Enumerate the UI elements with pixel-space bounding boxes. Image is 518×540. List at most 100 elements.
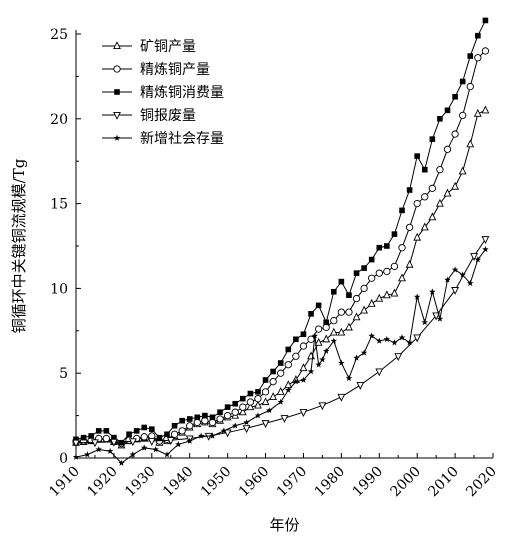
data-point (246, 398, 255, 406)
data-point (481, 236, 490, 245)
data-point (231, 422, 239, 429)
data-point (152, 446, 159, 453)
y-tick-label: 5 (59, 366, 68, 382)
x-axis-label: 年份 (269, 516, 299, 534)
data-point (266, 407, 273, 414)
data-point (242, 425, 251, 434)
data-point (452, 93, 458, 100)
data-point (390, 262, 399, 271)
data-point (95, 428, 102, 434)
legend-item: 矿铜产量 (102, 39, 196, 55)
data-point (80, 434, 87, 441)
data-point (141, 424, 148, 431)
data-point (470, 253, 478, 261)
data-point (220, 427, 228, 434)
data-point (467, 53, 474, 59)
x-tick-label: 1920 (84, 464, 121, 501)
data-point (323, 319, 329, 326)
legend-marker (113, 65, 121, 73)
data-point (444, 276, 451, 283)
data-point (346, 292, 352, 298)
data-point (360, 349, 368, 356)
data-point (375, 368, 384, 377)
data-point (277, 360, 284, 366)
data-point (300, 376, 307, 383)
y-tick-label: 20 (50, 112, 68, 128)
data-point (481, 105, 490, 114)
data-point (421, 318, 428, 326)
data-point (368, 274, 376, 282)
data-point (103, 428, 110, 434)
data-point (399, 207, 405, 214)
data-point (175, 441, 182, 448)
data-point (429, 136, 436, 142)
data-point (280, 415, 289, 423)
data-point (338, 359, 345, 366)
data-point (435, 198, 444, 207)
data-point (474, 256, 482, 263)
data-point (345, 308, 353, 316)
series-line (75, 20, 486, 444)
data-point (459, 111, 467, 120)
legend-item: 铜报废量 (102, 108, 196, 124)
data-point (353, 354, 360, 361)
data-point (102, 434, 110, 443)
data-point (84, 451, 91, 458)
data-point (356, 382, 365, 390)
data-point (202, 412, 208, 419)
data-point (352, 312, 361, 321)
x-tick-label: 1940 (160, 464, 197, 501)
data-point (398, 244, 406, 252)
data-point (330, 288, 337, 295)
series-2 (72, 47, 490, 448)
legend-item: 精炼铜产量 (102, 62, 210, 78)
data-point (111, 434, 117, 441)
data-point (413, 334, 422, 343)
data-point (337, 393, 346, 402)
data-point (208, 418, 217, 427)
data-point (285, 346, 292, 353)
data-point (128, 438, 137, 447)
data-point (394, 353, 403, 362)
data-point (398, 334, 406, 341)
data-point (129, 451, 137, 458)
data-point (383, 335, 391, 343)
data-point (292, 378, 300, 385)
data-point (261, 388, 270, 396)
series-line (75, 109, 486, 446)
data-point (95, 446, 102, 453)
data-point (390, 288, 399, 297)
data-point (322, 334, 331, 343)
data-point (368, 332, 375, 339)
data-point (178, 427, 186, 435)
data-point (451, 266, 459, 273)
data-point (451, 130, 459, 138)
data-point (405, 259, 414, 268)
data-point (217, 409, 223, 416)
legend-label: 矿铜产量 (140, 39, 196, 55)
data-point (318, 402, 327, 411)
data-point (420, 222, 429, 231)
data-point (451, 181, 460, 190)
data-point (414, 153, 420, 159)
data-point (337, 308, 346, 316)
legend-marker (113, 134, 121, 141)
data-point (223, 411, 232, 420)
legend-label: 新增社会存量 (140, 131, 224, 147)
data-point (293, 336, 299, 343)
data-point (232, 400, 239, 407)
data-point (345, 322, 353, 331)
data-point (141, 444, 148, 451)
series-line (75, 50, 486, 445)
data-point (147, 437, 156, 446)
x-tick-label: 1980 (312, 464, 349, 501)
data-point (284, 380, 293, 389)
data-point (360, 284, 368, 293)
data-point (451, 287, 460, 295)
data-point (398, 273, 406, 282)
data-point (254, 412, 262, 419)
data-point (299, 409, 308, 418)
legend-marker (113, 111, 121, 120)
data-point (88, 433, 94, 439)
data-point (406, 339, 413, 346)
